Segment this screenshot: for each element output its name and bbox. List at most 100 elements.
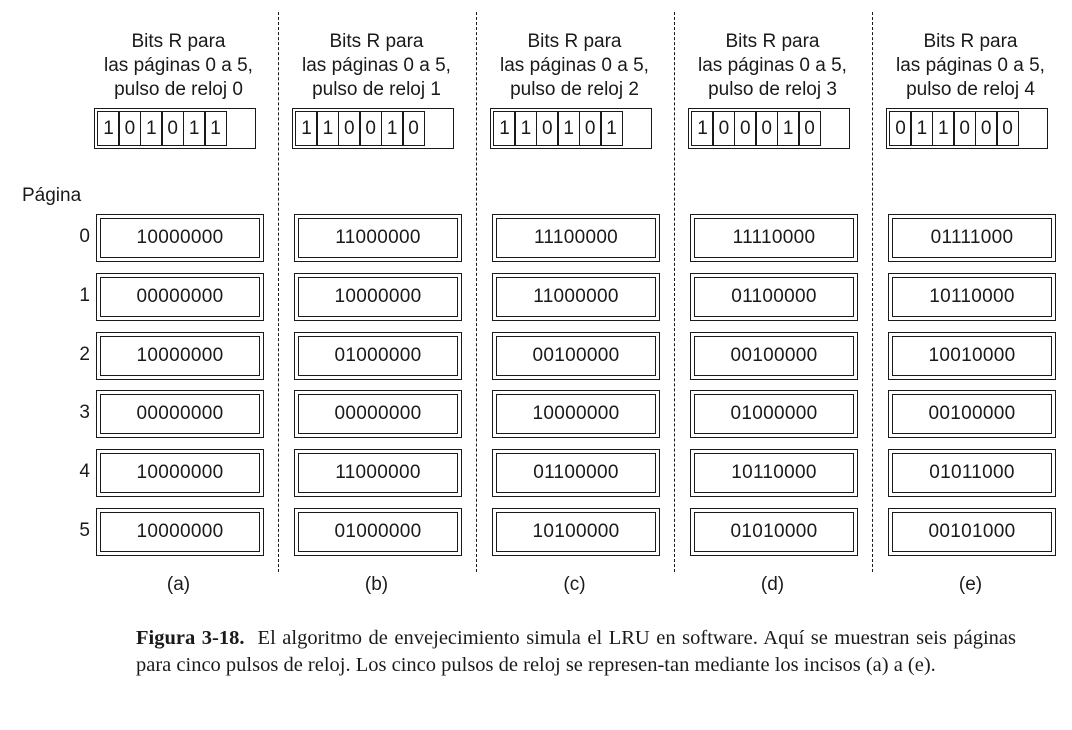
r-bits-header-line: pulso de reloj 2 [510, 79, 639, 100]
r-bits-header-line: Bits R para [725, 31, 820, 52]
page-counter: 11000000 [294, 214, 462, 262]
r-bits-header-line: pulso de reloj 4 [906, 79, 1035, 100]
r-bit-cell: 0 [974, 111, 998, 146]
page-counter: 01100000 [492, 449, 660, 497]
r-bit-cell: 1 [295, 111, 318, 146]
page-counter: 10010000 [888, 332, 1056, 380]
r-bits-header-line: las páginas 0 a 5, [500, 55, 649, 76]
counter-value: 11110000 [732, 227, 816, 248]
r-bit-cell: 1 [514, 111, 538, 146]
page-counter: 01000000 [294, 508, 462, 556]
r-bits-frame [490, 108, 652, 149]
page-counter: 00100000 [690, 332, 858, 380]
counter-value: 01010000 [730, 521, 818, 542]
counter-value: 10110000 [929, 286, 1015, 307]
page-counter: 00000000 [294, 390, 462, 438]
column-label: (b) [364, 574, 389, 595]
r-bit-cell: 0 [996, 111, 1020, 146]
r-bit-cell: 0 [712, 111, 736, 146]
page-counter: 01111000 [888, 214, 1056, 262]
counter-value: 01000000 [334, 521, 422, 542]
page-number-label: 2 [79, 344, 90, 365]
page-counter: 01010000 [690, 508, 858, 556]
r-bits-header-line: pulso de reloj 0 [114, 79, 243, 100]
r-bit-cell: 1 [182, 111, 206, 146]
r-bit-cell: 1 [691, 111, 714, 146]
r-bit-cell: 1 [776, 111, 800, 146]
counter-value: 11000000 [335, 227, 421, 248]
r-bit-cell: 1 [557, 111, 581, 146]
page-number-label: 0 [79, 226, 90, 247]
r-bits-header-line: las páginas 0 a 5, [104, 55, 253, 76]
r-bit-cell: 0 [798, 111, 822, 146]
counter-value: 11000000 [335, 462, 421, 483]
r-bit-cell: 1 [97, 111, 120, 146]
r-bits-header: Bits R para las páginas 0 a 5, pulso de re… [80, 30, 277, 102]
r-bit-cell: 1 [316, 111, 340, 146]
page-counter: 00000000 [96, 273, 264, 321]
counter-value: 10000000 [136, 462, 224, 483]
r-bits-header-line: pulso de reloj 3 [708, 79, 837, 100]
r-bit-cell: 0 [535, 111, 559, 146]
page-counter: 01011000 [888, 449, 1056, 497]
r-bit-cell: 0 [359, 111, 383, 146]
clock-tick-column: Bits R para las páginas 0 a 5, pulso de re… [872, 0, 1069, 610]
counter-value: 11000000 [533, 286, 619, 307]
r-bit-cell: 0 [953, 111, 977, 146]
r-bit-cell: 0 [161, 111, 185, 146]
counter-value: 10000000 [136, 345, 224, 366]
page-counter: 10000000 [96, 214, 264, 262]
page-counter: 01000000 [294, 332, 462, 380]
r-bits-header-line: Bits R para [131, 31, 226, 52]
page-counter: 11000000 [492, 273, 660, 321]
counter-value: 00000000 [334, 403, 422, 424]
r-bit-cell: 0 [578, 111, 602, 146]
page-number-label: 5 [79, 520, 90, 541]
column-divider [278, 12, 279, 572]
counter-value: 01111000 [930, 227, 1014, 248]
r-bits-header-line: pulso de reloj 1 [312, 79, 441, 100]
page-counter: 10000000 [294, 273, 462, 321]
page-counter: 11000000 [294, 449, 462, 497]
page-heading: Página [22, 185, 82, 206]
page-counter: 01000000 [690, 390, 858, 438]
counter-value: 00101000 [928, 521, 1016, 542]
r-bit-cell: 1 [931, 111, 955, 146]
page-counter: 10000000 [96, 332, 264, 380]
r-bit-cell: 0 [755, 111, 779, 146]
page-counter: 00100000 [492, 332, 660, 380]
counter-value: 00100000 [928, 403, 1016, 424]
r-bits-header-line: las páginas 0 a 5, [698, 55, 847, 76]
page-counter: 01100000 [690, 273, 858, 321]
counter-value: 10000000 [136, 227, 224, 248]
column-label: (e) [958, 574, 983, 595]
clock-tick-column: Bits R para las páginas 0 a 5, pulso de re… [278, 0, 475, 610]
figure-caption: Figura 3-18. El algoritmo de envejecimie… [136, 625, 1016, 679]
column-divider [872, 12, 873, 572]
r-bit-cell: 1 [493, 111, 516, 146]
page-counter: 00000000 [96, 390, 264, 438]
r-bits-header: Bits R para las páginas 0 a 5, pulso de re… [872, 30, 1069, 102]
r-bits-header-line: las páginas 0 a 5, [896, 55, 1045, 76]
r-bits-header-line: Bits R para [527, 31, 622, 52]
r-bit-cell: 1 [380, 111, 404, 146]
counter-value: 10000000 [532, 403, 620, 424]
page-number-label: 4 [79, 461, 90, 482]
counter-value: 00000000 [136, 286, 224, 307]
page-counter: 10000000 [96, 508, 264, 556]
counter-value: 00000000 [136, 403, 224, 424]
counter-value: 00100000 [730, 345, 818, 366]
counter-value: 11100000 [533, 227, 619, 248]
r-bits-header: Bits R para las páginas 0 a 5, pulso de re… [476, 30, 673, 102]
r-bit-cell: 1 [910, 111, 934, 146]
r-bits-frame [688, 108, 850, 149]
counter-value: 10000000 [334, 286, 422, 307]
page-counter: 10110000 [690, 449, 858, 497]
counter-value: 10000000 [136, 521, 224, 542]
column-divider [476, 12, 477, 572]
r-bits-frame [886, 108, 1048, 149]
